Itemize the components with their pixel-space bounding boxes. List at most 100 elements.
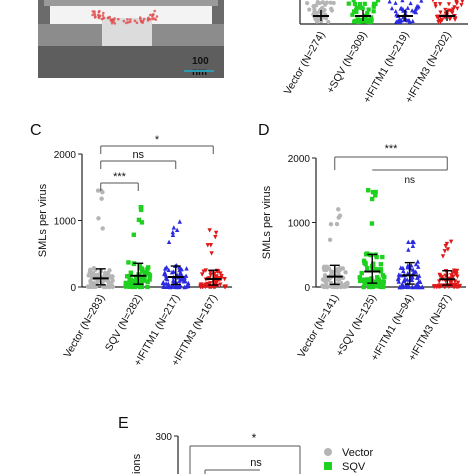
data-point [90, 271, 95, 276]
data-point [402, 284, 408, 289]
em-micrograph: 100 nm [38, 0, 224, 78]
data-point [455, 280, 461, 286]
data-point [368, 284, 373, 289]
data-point [106, 272, 111, 277]
localization-dot [153, 9, 156, 13]
localization-dot [149, 13, 152, 17]
localization-dot [117, 17, 120, 21]
data-point [124, 274, 130, 279]
significance-label: * [155, 134, 160, 146]
data-point [95, 188, 101, 193]
y-axis-label: SMLs per virus [37, 183, 49, 257]
data-point [146, 271, 151, 277]
data-point [410, 274, 415, 280]
data-point [401, 268, 406, 273]
data-point [207, 284, 212, 290]
localization-dot [151, 13, 154, 17]
data-point [420, 284, 425, 290]
data-point [434, 14, 440, 20]
data-point [336, 215, 341, 220]
data-point [128, 277, 134, 283]
panel-e-chart: 300 ions * ns Vector SQV [131, 431, 374, 474]
data-point [398, 19, 403, 24]
data-point [410, 18, 415, 24]
data-point [413, 6, 418, 11]
data-point [315, 0, 320, 5]
data-point [449, 273, 454, 278]
data-point [325, 284, 330, 290]
data-point [372, 280, 377, 285]
data-point [365, 265, 370, 271]
localization-dot [110, 21, 114, 25]
data-point [375, 0, 381, 3]
localization-dot [93, 16, 97, 19]
data-point [369, 221, 375, 226]
data-point [414, 282, 419, 287]
y-tick-label: 1000 [288, 219, 311, 230]
data-point [401, 278, 407, 284]
data-point [213, 280, 218, 286]
data-point [322, 2, 328, 7]
data-point [371, 9, 376, 14]
y-axis-label-partial: ions [131, 453, 143, 474]
data-point [198, 284, 204, 290]
data-point [393, 8, 398, 14]
data-point [406, 239, 411, 245]
data-point [371, 4, 376, 9]
significance-label: * [252, 431, 257, 445]
data-point [374, 281, 380, 287]
point-cloud-ifitm1 [160, 219, 191, 290]
data-point [377, 280, 382, 286]
data-point [358, 277, 363, 282]
significance-label: ns [250, 457, 262, 469]
data-point [365, 277, 370, 282]
panel-letter-c: C [30, 122, 42, 139]
data-point [358, 5, 363, 10]
point-cloud-ifitm1 [395, 239, 425, 290]
data-point [160, 280, 166, 286]
data-point [110, 274, 115, 279]
panel-letter-d: D [258, 122, 270, 139]
data-point [438, 10, 443, 15]
data-point [205, 243, 210, 248]
data-point [363, 279, 369, 285]
data-point [316, 16, 321, 21]
data-point [373, 193, 378, 198]
localization-dot [139, 17, 142, 21]
significance-label: ns [132, 149, 144, 161]
data-point [134, 276, 139, 281]
data-point [324, 264, 330, 270]
data-point [357, 275, 362, 280]
data-point [343, 270, 348, 275]
data-point [88, 280, 94, 286]
data-point [132, 284, 137, 290]
data-point [184, 266, 189, 271]
significance-label: *** [385, 143, 399, 155]
data-point [369, 15, 374, 20]
data-point [355, 17, 360, 22]
localization-dot [100, 17, 104, 21]
data-point [359, 270, 364, 276]
data-point [401, 8, 406, 13]
data-point [312, 7, 317, 12]
data-point [354, 5, 359, 10]
data-point [433, 2, 438, 7]
y-tick-label: 2000 [54, 150, 77, 161]
data-point [94, 272, 99, 278]
data-point [352, 1, 358, 7]
x-tick-label: +IFITM1 (N=219) [361, 30, 412, 106]
data-point [410, 243, 416, 249]
data-point [207, 228, 212, 233]
panel-c-chart: 0 1000 2000 SMLs per virus Vector (N=283)SQV… [37, 134, 232, 368]
data-point [372, 282, 377, 288]
data-point [327, 237, 333, 243]
data-point [136, 217, 142, 223]
data-point [209, 251, 214, 256]
em-particle-overlay [91, 9, 159, 25]
data-point [346, 1, 351, 6]
data-point [336, 207, 341, 212]
data-point [450, 9, 455, 14]
localization-dot [124, 21, 128, 25]
y-axis-label: SMLs per virus [261, 185, 273, 259]
data-point [431, 0, 435, 3]
